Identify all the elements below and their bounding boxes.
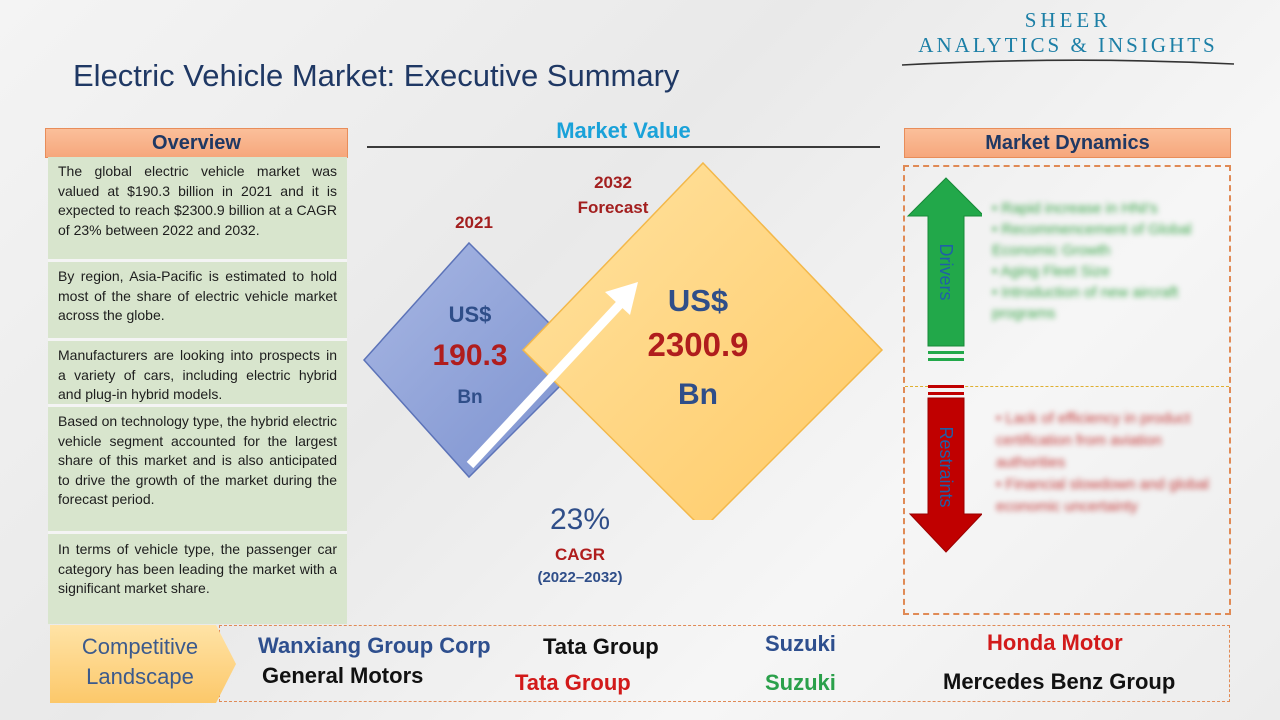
company-general-motors: General Motors xyxy=(262,663,424,688)
logo-swoosh-icon xyxy=(901,59,1235,66)
page-title: Electric Vehicle Market: Executive Summa… xyxy=(73,58,680,93)
overview-divider xyxy=(48,404,347,407)
list-item: • Rapid increase in HNI's xyxy=(992,200,1158,217)
dynamics-divider xyxy=(905,386,1229,387)
market-value-diamonds xyxy=(362,161,884,520)
competitive-landscape-chevron-icon xyxy=(50,625,236,703)
value-2032: 2300.9 xyxy=(647,326,749,363)
list-item: • Introduction of new aircraft programs xyxy=(992,284,1179,322)
list-item: • Recommencement of Global Economic Grow… xyxy=(992,221,1192,259)
diamond-2032 xyxy=(521,161,884,520)
company-tata-1: Tata Group xyxy=(543,634,659,659)
cagr-period: (2022–2032) xyxy=(537,569,623,586)
diamond-2021 xyxy=(362,241,588,479)
list-item: • Lack of efficiency in product certific… xyxy=(996,410,1191,471)
company-logo: SHEER ANALYTICS & INSIGHTS xyxy=(898,8,1238,68)
list-item: • Financial slowdown and global economic… xyxy=(996,476,1209,515)
drivers-arrow-icon xyxy=(906,177,982,361)
unit-2032: Bn xyxy=(678,378,718,411)
year-2032-label: 2032 Forecast xyxy=(560,170,666,220)
currency-2021: US$ xyxy=(448,302,492,327)
logo-line-1: SHEER xyxy=(1024,8,1112,32)
drivers-list: • Rapid increase in HNI's • Recommenceme… xyxy=(992,198,1217,324)
company-wanxiang: Wanxiang Group Corp xyxy=(258,633,491,658)
overview-divider xyxy=(48,259,347,262)
overview-item-4: Based on technology type, the hybrid ele… xyxy=(48,407,347,531)
company-suzuki-1: Suzuki xyxy=(765,631,836,656)
forecast-label: Forecast xyxy=(577,198,649,217)
restraints-label: Restraints xyxy=(936,426,956,508)
overview-divider xyxy=(48,338,347,341)
list-item: • Aging Fleet Size xyxy=(992,263,1110,280)
overview-item-1: The global electric vehicle market was v… xyxy=(48,157,347,259)
unit-2021: Bn xyxy=(457,387,483,408)
cagr-value: 23% xyxy=(549,503,611,536)
restraints-arrow-icon xyxy=(908,385,982,553)
market-value-header: Market Value xyxy=(556,118,691,143)
restraints-list: • Lack of efficiency in product certific… xyxy=(996,408,1211,518)
company-honda: Honda Motor xyxy=(987,630,1123,655)
overview-item-2: By region, Asia-Pacific is estimated to … xyxy=(48,262,347,338)
year-2021-label: 2021 xyxy=(455,213,493,232)
market-dynamics-header: Market Dynamics xyxy=(904,128,1231,158)
overview-item-5: In terms of vehicle type, the passenger … xyxy=(48,534,347,624)
overview-divider xyxy=(48,531,347,534)
company-suzuki-2: Suzuki xyxy=(765,670,836,695)
overview-item-3: Manufacturers are looking into prospects… xyxy=(48,341,347,404)
growth-arrow-icon xyxy=(466,282,638,469)
company-mercedes: Mercedes Benz Group xyxy=(943,669,1176,694)
company-tata-2: Tata Group xyxy=(515,670,631,695)
currency-2032: US$ xyxy=(667,283,729,318)
value-2021: 190.3 xyxy=(432,339,508,372)
market-value-underline xyxy=(367,146,880,148)
competitive-label-line-1: Competitive xyxy=(81,634,199,659)
competitive-label-line-2: Landscape xyxy=(86,664,194,689)
drivers-label: Drivers xyxy=(936,243,956,301)
year-2032: 2032 xyxy=(594,173,632,192)
dynamics-arrows xyxy=(906,177,982,553)
logo-line-2: ANALYTICS & INSIGHTS xyxy=(918,33,1218,57)
market-dynamics-panel xyxy=(903,165,1231,615)
competitive-landscape-label: Competitive Landscape xyxy=(54,632,226,692)
cagr-label: CAGR xyxy=(554,545,606,564)
overview-header: Overview xyxy=(45,128,348,158)
